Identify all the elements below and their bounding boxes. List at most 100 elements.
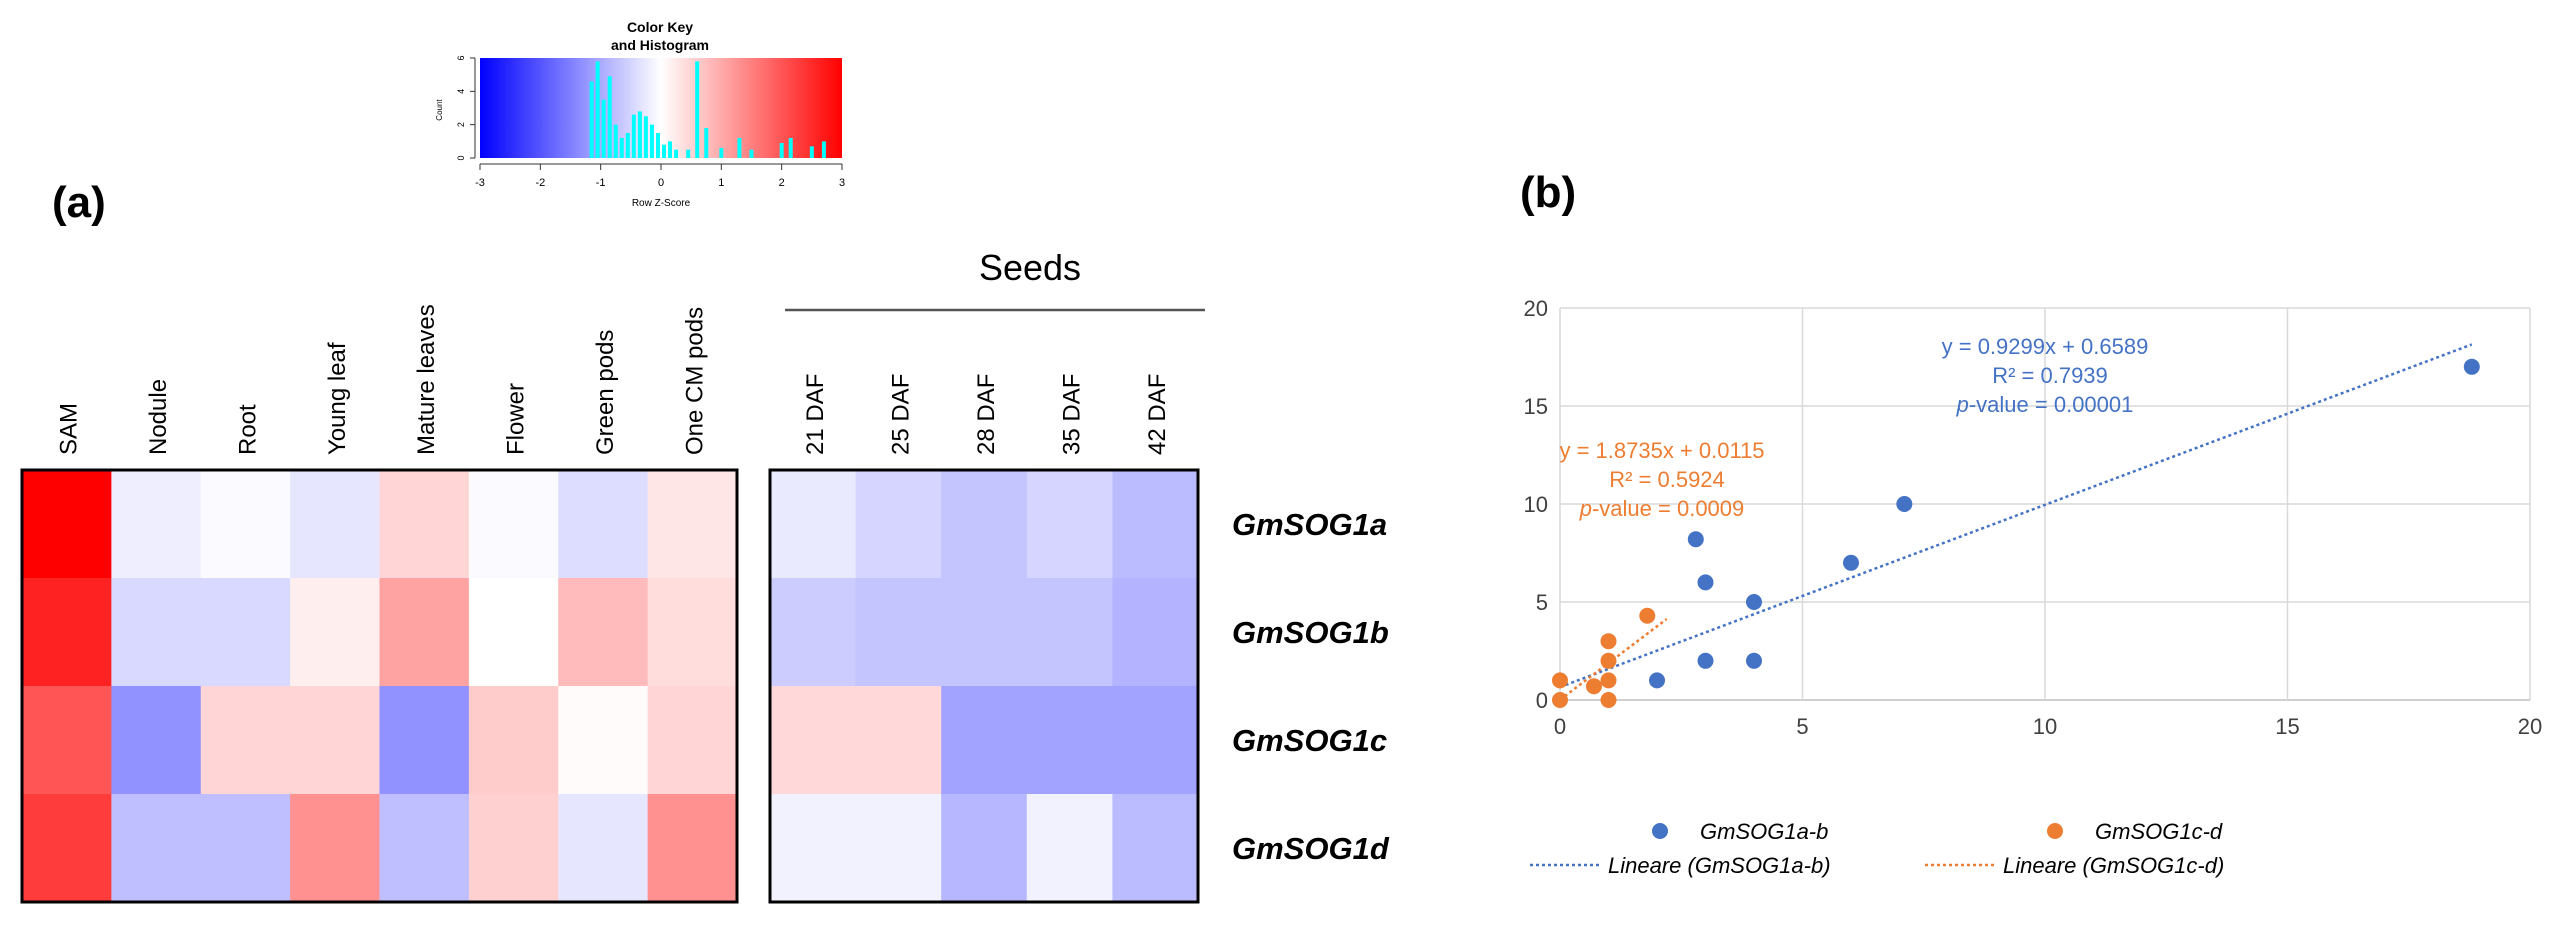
row-label-gmsog1b: GmSOG1b xyxy=(1232,615,1389,650)
heatmap-cell-gmsog1d-35-daf xyxy=(1026,794,1113,903)
heatmap-cell-gmsog1c-mature-leaves xyxy=(379,686,470,795)
heatmap-cell-gmsog1b-42-daf xyxy=(1112,578,1199,687)
heatmap-cell-gmsog1a-mature-leaves xyxy=(379,470,470,579)
color-key-xtick: 3 xyxy=(839,177,845,189)
heatmap-cell-gmsog1c-sam xyxy=(22,686,112,795)
column-label-25-daf: 25 DAF xyxy=(887,374,914,455)
equation-gmsog1c-d: y = 1.8735x + 0.0115 xyxy=(1559,438,1764,463)
color-key-ytick: 0 xyxy=(456,155,466,160)
heatmap-cell-gmsog1a-young-leaf xyxy=(290,470,380,579)
legend-label-trend-gmsog1c-d: Lineare (GmSOG1c-d) xyxy=(2003,853,2224,878)
point-gmsog1a-b xyxy=(1697,652,1714,669)
heatmap-cell-gmsog1a-one-cm-pods xyxy=(647,470,738,579)
heatmap-cell-gmsog1b-flower xyxy=(468,578,559,687)
heatmap-cell-gmsog1d-flower xyxy=(468,794,559,903)
heatmap-cell-gmsog1c-42-daf xyxy=(1112,686,1199,795)
heatmap-cell-gmsog1a-nodule xyxy=(111,470,202,579)
color-key-ytick: 2 xyxy=(456,122,466,127)
heatmap-cell-gmsog1c-21-daf xyxy=(770,686,857,795)
heatmap-cell-gmsog1c-young-leaf xyxy=(290,686,380,795)
point-gmsog1c-d xyxy=(1552,692,1568,708)
heatmap-cell-gmsog1c-green-pods xyxy=(558,686,649,795)
heatmap-cell-gmsog1d-28-daf xyxy=(941,794,1028,903)
r2-gmsog1a-b: R² = 0.7939 xyxy=(1992,363,2108,388)
heatmap-cell-gmsog1a-21-daf xyxy=(770,470,857,579)
heatmap-cell-gmsog1d-sam xyxy=(22,794,112,903)
heatmap-cell-gmsog1d-42-daf xyxy=(1112,794,1199,903)
panel-b-label: (b) xyxy=(1520,168,1577,217)
x-tick-label: 0 xyxy=(1554,714,1566,739)
point-gmsog1a-b xyxy=(1843,554,1859,571)
heatmap-cell-gmsog1a-root xyxy=(200,470,291,579)
histogram xyxy=(589,61,826,158)
color-gradient-bar xyxy=(480,58,842,158)
color-key-xtick: 2 xyxy=(779,177,785,189)
heatmap-cell-gmsog1a-flower xyxy=(468,470,559,579)
annotation-gmsog1a-b: y = 0.9299x + 0.6589 R² = 0.7939 p-value… xyxy=(1942,334,2149,417)
heatmap-cell-gmsog1b-young-leaf xyxy=(290,578,380,687)
heatmap-cell-gmsog1c-25-daf xyxy=(855,686,942,795)
heatmap-block-seeds xyxy=(770,470,1199,903)
trendline-gmsog1a-b xyxy=(1559,343,2473,689)
pvalue-gmsog1a-b: p-value = 0.00001 xyxy=(1956,392,2134,417)
heatmap-cell-gmsog1c-nodule xyxy=(111,686,202,795)
point-gmsog1c-d xyxy=(1600,633,1617,650)
annotation-gmsog1c-d: y = 1.8735x + 0.0115 R² = 0.5924 p-value… xyxy=(1559,438,1764,521)
point-gmsog1a-b xyxy=(1896,496,1913,512)
point-gmsog1a-b xyxy=(1697,574,1714,591)
heatmap-cell-gmsog1b-sam xyxy=(22,578,112,687)
heatmap-cell-gmsog1d-green-pods xyxy=(558,794,649,903)
x-tick-label: 10 xyxy=(2033,714,2057,739)
point-gmsog1c-d xyxy=(1639,607,1656,624)
point-gmsog1c-d xyxy=(1585,678,1602,695)
row-label-gmsog1a: GmSOG1a xyxy=(1232,507,1387,542)
color-key-xlabel: Row Z-Score xyxy=(632,198,691,209)
x-tick-label: 15 xyxy=(2275,714,2299,739)
heatmap-cell-gmsog1d-young-leaf xyxy=(290,794,380,903)
heatmap: Seeds SAM Nodule Root Young leaf Mature leav… xyxy=(20,247,1390,904)
point-gmsog1a-b xyxy=(1687,531,1704,548)
heatmap-cell-gmsog1a-25-daf xyxy=(855,470,942,579)
heatmap-cell-gmsog1d-nodule xyxy=(111,794,202,903)
column-label-28-daf: 28 DAF xyxy=(973,374,1000,455)
column-label-young-leaf: Young leaf xyxy=(324,342,351,455)
y-tick-label: 10 xyxy=(1524,492,1548,517)
point-gmsog1c-d xyxy=(1600,652,1617,669)
scatter-chart: 0 5 10 15 20 0 5 10 15 20 y = 0.9299x + 0.6589 R²… xyxy=(1524,296,2543,878)
heatmap-cell-gmsog1d-25-daf xyxy=(855,794,942,903)
heatmap-cell-gmsog1a-42-daf xyxy=(1112,470,1199,579)
point-gmsog1c-d xyxy=(1600,672,1617,689)
column-label-mature-leaves: Mature leaves xyxy=(413,304,440,455)
point-gmsog1c-d xyxy=(1552,672,1568,689)
heatmap-frame-right xyxy=(768,468,1200,904)
heatmap-cell-gmsog1a-sam xyxy=(22,470,112,579)
legend-marker-gmsog1c-d xyxy=(2047,823,2063,839)
seeds-label: Seeds xyxy=(979,247,1081,288)
column-label-green-pods: Green pods xyxy=(592,330,619,455)
column-label-flower: Flower xyxy=(503,383,530,455)
row-label-gmsog1c: GmSOG1c xyxy=(1232,723,1387,758)
heatmap-cell-gmsog1b-green-pods xyxy=(558,578,649,687)
heatmap-block-tissues xyxy=(22,470,738,903)
color-key-xtick: -1 xyxy=(596,177,606,189)
heatmap-cell-gmsog1d-root xyxy=(200,794,291,903)
x-tick-label: 5 xyxy=(1796,714,1808,739)
legend-marker-gmsog1a-b xyxy=(1652,823,1668,839)
color-key-xtick: 0 xyxy=(658,177,664,189)
column-label-one-cm-pods: One CM pods xyxy=(681,307,708,455)
legend-label-gmsog1a-b: GmSOG1a-b xyxy=(1700,819,1828,844)
point-gmsog1a-b xyxy=(1746,652,1762,669)
row-label-gmsog1d: GmSOG1d xyxy=(1232,831,1390,866)
column-label-42-daf: 42 DAF xyxy=(1144,374,1171,455)
heatmap-cell-gmsog1c-35-daf xyxy=(1026,686,1113,795)
color-key-xtick: -2 xyxy=(535,177,545,189)
heatmap-cell-gmsog1d-21-daf xyxy=(770,794,857,903)
y-tick-label: 5 xyxy=(1536,590,1548,615)
heatmap-frame-left xyxy=(20,468,739,904)
legend-label-gmsog1c-d: GmSOG1c-d xyxy=(2095,819,2223,844)
heatmap-cell-gmsog1d-one-cm-pods xyxy=(647,794,738,903)
heatmap-cell-gmsog1c-flower xyxy=(468,686,559,795)
chart-gridlines xyxy=(1559,307,2531,701)
x-tick-label: 20 xyxy=(2518,714,2542,739)
